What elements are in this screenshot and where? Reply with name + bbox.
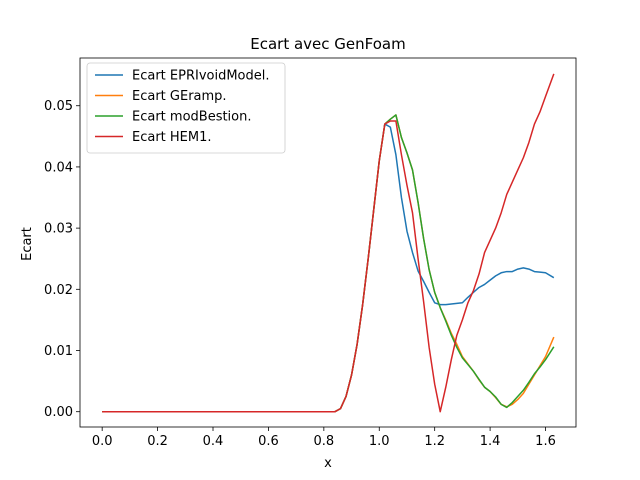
y-tick-label: 0.05	[44, 99, 73, 114]
legend-label: Ecart HEM1.	[132, 130, 212, 145]
legend: Ecart EPRIvoidModel. Ecart GEramp. Ecart m…	[86, 62, 286, 154]
x-tick-label: 0.6	[258, 434, 279, 449]
x-tick-label: 0.2	[147, 434, 168, 449]
y-tick-label: 0.03	[44, 222, 73, 237]
x-tick-label: 1.2	[424, 434, 445, 449]
y-tick-label: 0.04	[44, 160, 73, 175]
series-line-1	[102, 123, 555, 413]
series-layer	[102, 73, 555, 413]
x-axis-label: x	[324, 456, 332, 471]
legend-label: Ecart modBestion.	[132, 110, 252, 125]
series-line-3	[102, 114, 555, 413]
x-tick-label: 0.0	[92, 434, 113, 449]
y-axis-label: Ecart	[20, 227, 35, 261]
x-tick-label: 1.0	[369, 434, 390, 449]
x-axis: 0.0 0.2 0.4 0.6 0.8 1.0 1.2 1.4 1.6	[92, 427, 556, 449]
axes-frame	[79, 57, 577, 428]
x-tick-label: 0.8	[313, 434, 334, 449]
x-tick-label: 0.4	[203, 434, 224, 449]
y-tick-label: 0.02	[44, 283, 73, 298]
y-axis: 0.00 0.01 0.02 0.03 0.04 0.05	[44, 99, 80, 420]
y-tick-label: 0.01	[44, 344, 73, 359]
chart-title: Ecart avec GenFoam	[250, 35, 405, 53]
x-tick-label: 1.4	[480, 434, 501, 449]
series-line-2	[102, 114, 555, 413]
y-tick-label: 0.00	[44, 405, 73, 420]
legend-label: Ecart EPRIvoidModel.	[132, 69, 270, 84]
x-tick-label: 1.6	[535, 434, 556, 449]
legend-label: Ecart GEramp.	[132, 89, 227, 104]
legend-box	[86, 62, 286, 154]
series-line-4	[102, 73, 555, 413]
